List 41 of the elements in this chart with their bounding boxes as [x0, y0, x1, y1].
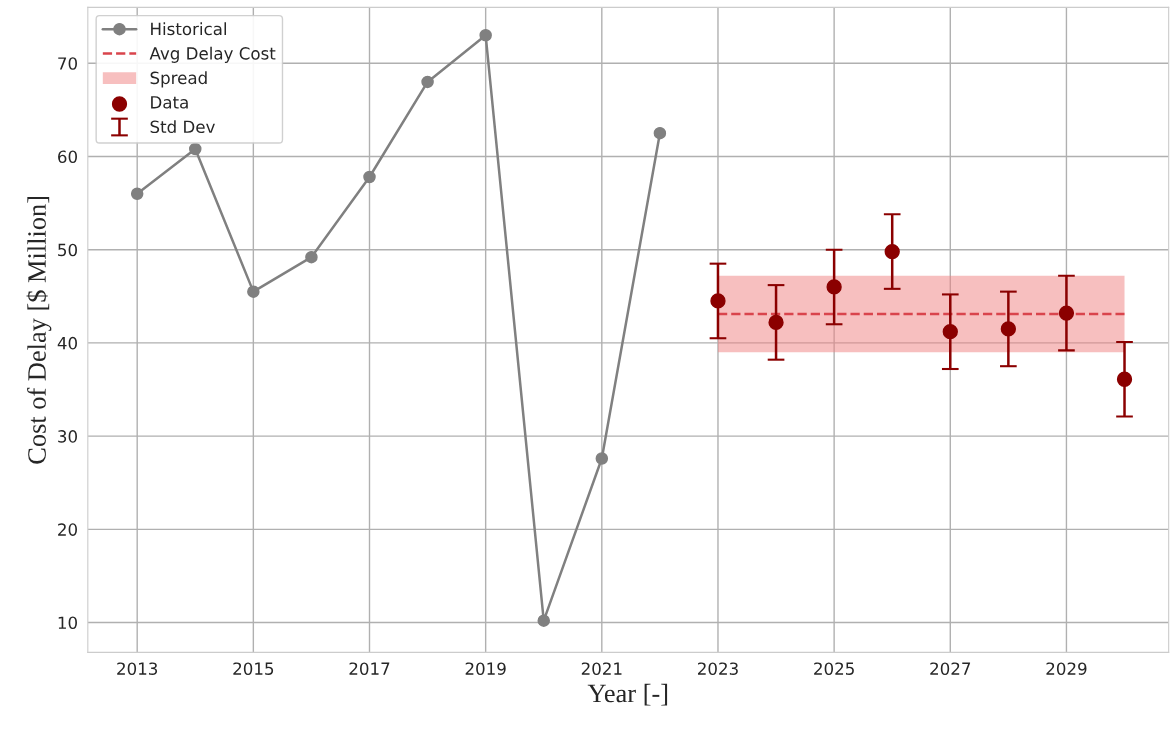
point — [942, 324, 958, 340]
x-tick-label: 2021 — [581, 662, 622, 675]
y-tick-label: 20 — [58, 523, 77, 536]
point — [1116, 371, 1133, 387]
legend-label: Avg Delay Cost — [149, 46, 276, 63]
point — [1058, 305, 1075, 321]
y-tick-label: 50 — [58, 243, 77, 257]
annotation: Std Dev — [150, 120, 215, 134]
x-axis-title: Year [-] — [587, 683, 668, 706]
x-tick-label: 2015 — [233, 662, 274, 675]
point — [479, 29, 492, 42]
point — [710, 293, 726, 309]
legend-label: Historical — [151, 22, 226, 36]
point — [826, 279, 842, 295]
point — [537, 614, 550, 627]
x-tick-label: 2013 — [117, 662, 158, 675]
point — [305, 250, 318, 264]
point — [653, 126, 667, 140]
y-tick-label: 60 — [58, 150, 77, 164]
y-tick-label: 30 — [58, 430, 77, 443]
x-tick-label: 2023 — [697, 662, 738, 675]
legend-label: Data — [151, 96, 188, 109]
point — [130, 187, 144, 201]
x-tick-label: 2019 — [465, 662, 506, 675]
point — [247, 285, 260, 298]
x-tick-label: 2025 — [814, 662, 854, 675]
y-tick-label: 40 — [57, 336, 77, 350]
point — [768, 314, 784, 331]
legend-label: Spread — [150, 71, 207, 88]
x-tick-label: 2027 — [930, 662, 971, 675]
point — [189, 142, 202, 156]
x-tick-label: 2029 — [1046, 662, 1087, 675]
x-tick-label: 2017 — [349, 662, 390, 675]
point — [421, 75, 434, 89]
y-tick-label: 70 — [58, 57, 77, 70]
point — [1000, 321, 1017, 337]
point — [363, 170, 376, 184]
y-tick-label: 10 — [58, 616, 77, 630]
point — [595, 452, 609, 465]
point — [884, 243, 900, 260]
y-axis-title: Cost of Delay [$ Million] — [26, 196, 52, 464]
